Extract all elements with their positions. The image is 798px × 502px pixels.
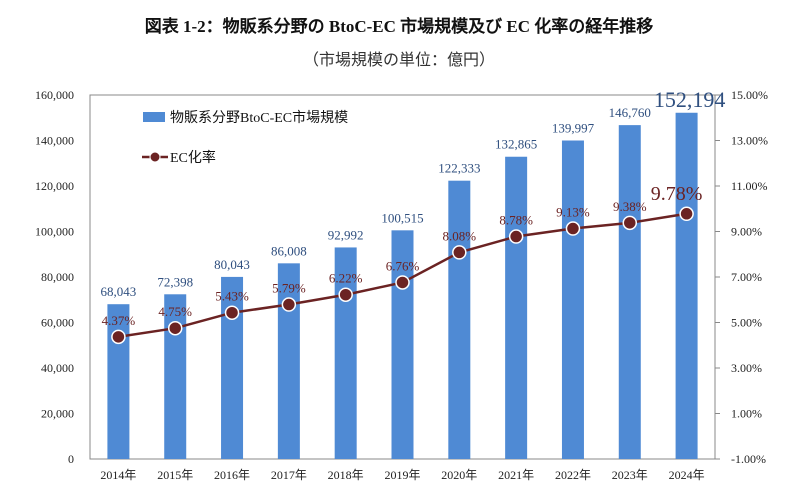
bar — [505, 156, 528, 460]
bar — [107, 304, 130, 459]
x-tick-label: 2021年 — [498, 468, 534, 482]
left-tick-label: 100,000 — [35, 225, 74, 239]
chart-subtitle: （市場規模の単位：億円） — [302, 52, 495, 69]
bar-label: 122,333 — [438, 161, 480, 176]
right-tick-label: -1.00% — [731, 452, 766, 466]
bar-label: 72,398 — [157, 274, 193, 289]
line-point — [167, 320, 183, 336]
right-tick-label: 13.00% — [731, 134, 768, 148]
left-tick-label: 0 — [68, 452, 74, 466]
line-label: 5.43% — [215, 289, 249, 304]
line-label: 8.78% — [499, 213, 533, 228]
line-point — [281, 297, 297, 312]
right-tick-label: 9.00% — [731, 225, 762, 239]
line-label: 6.22% — [329, 271, 363, 286]
left-tick-label: 140,000 — [35, 134, 74, 148]
legend-bar-swatch — [143, 112, 165, 122]
x-tick-label: 2020年 — [441, 468, 477, 482]
right-tick-label: 11.00% — [731, 179, 768, 193]
legend-line-label: EC化率 — [170, 149, 216, 166]
line-point — [679, 206, 694, 222]
bar — [618, 125, 641, 459]
bar-label: 92,992 — [328, 227, 364, 242]
line-point — [565, 221, 581, 236]
bar-label: 86,008 — [271, 243, 307, 258]
line-point — [111, 329, 126, 345]
bar — [561, 140, 584, 459]
line-label: 9.38% — [613, 199, 647, 214]
bar — [334, 247, 357, 459]
line-label: 4.75% — [158, 304, 192, 319]
bar — [164, 294, 187, 459]
bar-label: 100,515 — [381, 210, 423, 225]
bar — [391, 230, 414, 459]
bar — [221, 276, 244, 459]
line-label: 9.78% — [651, 183, 703, 205]
right-tick-label: 15.00% — [731, 88, 768, 102]
bar-label: 80,043 — [214, 257, 250, 272]
right-tick-label: 7.00% — [731, 270, 762, 284]
x-tick-label: 2014年 — [100, 468, 136, 482]
line-point — [508, 229, 524, 244]
line-point — [622, 215, 638, 231]
left-tick-label: 80,000 — [41, 270, 74, 284]
line-label: 4.37% — [102, 313, 136, 328]
chart-title: 図表 1-2：物販系分野の BtoC-EC 市場規模及び EC 化率の経年推移 — [144, 17, 654, 36]
x-tick-label: 2019年 — [384, 468, 420, 482]
line-point — [395, 275, 410, 290]
x-tick-label: 2024年 — [669, 468, 705, 482]
line-label: 6.76% — [386, 258, 420, 273]
bar-label: 139,997 — [552, 121, 595, 136]
line-label: 5.79% — [272, 281, 306, 296]
bar — [448, 180, 471, 459]
line-point — [224, 305, 240, 320]
bar-label: 152,194 — [654, 87, 726, 112]
line-point — [452, 245, 467, 260]
left-tick-label: 40,000 — [41, 361, 74, 375]
legend-line-marker — [149, 151, 161, 163]
x-tick-label: 2022年 — [555, 468, 591, 482]
line-label: 9.13% — [556, 205, 590, 220]
x-tick-label: 2023年 — [612, 468, 648, 482]
bar-label: 132,865 — [495, 137, 537, 152]
x-tick-label: 2015年 — [157, 468, 193, 482]
left-tick-label: 120,000 — [35, 179, 74, 193]
left-tick-label: 160,000 — [35, 88, 74, 102]
bar-label: 68,043 — [101, 284, 137, 299]
line-label: 8.08% — [443, 228, 477, 243]
right-tick-label: 1.00% — [731, 407, 762, 421]
bar-label: 146,760 — [609, 105, 651, 120]
legend-bar-label: 物販系分野BtoC-EC市場規模 — [170, 109, 348, 126]
line-point — [338, 287, 353, 302]
right-tick-label: 5.00% — [731, 316, 762, 330]
x-tick-label: 2017年 — [271, 468, 307, 482]
bar — [675, 112, 698, 459]
x-tick-label: 2018年 — [328, 468, 364, 482]
left-tick-label: 60,000 — [41, 316, 74, 330]
right-tick-label: 3.00% — [731, 361, 762, 375]
left-tick-label: 20,000 — [41, 407, 74, 421]
bar — [277, 263, 300, 459]
x-tick-label: 2016年 — [214, 468, 250, 482]
